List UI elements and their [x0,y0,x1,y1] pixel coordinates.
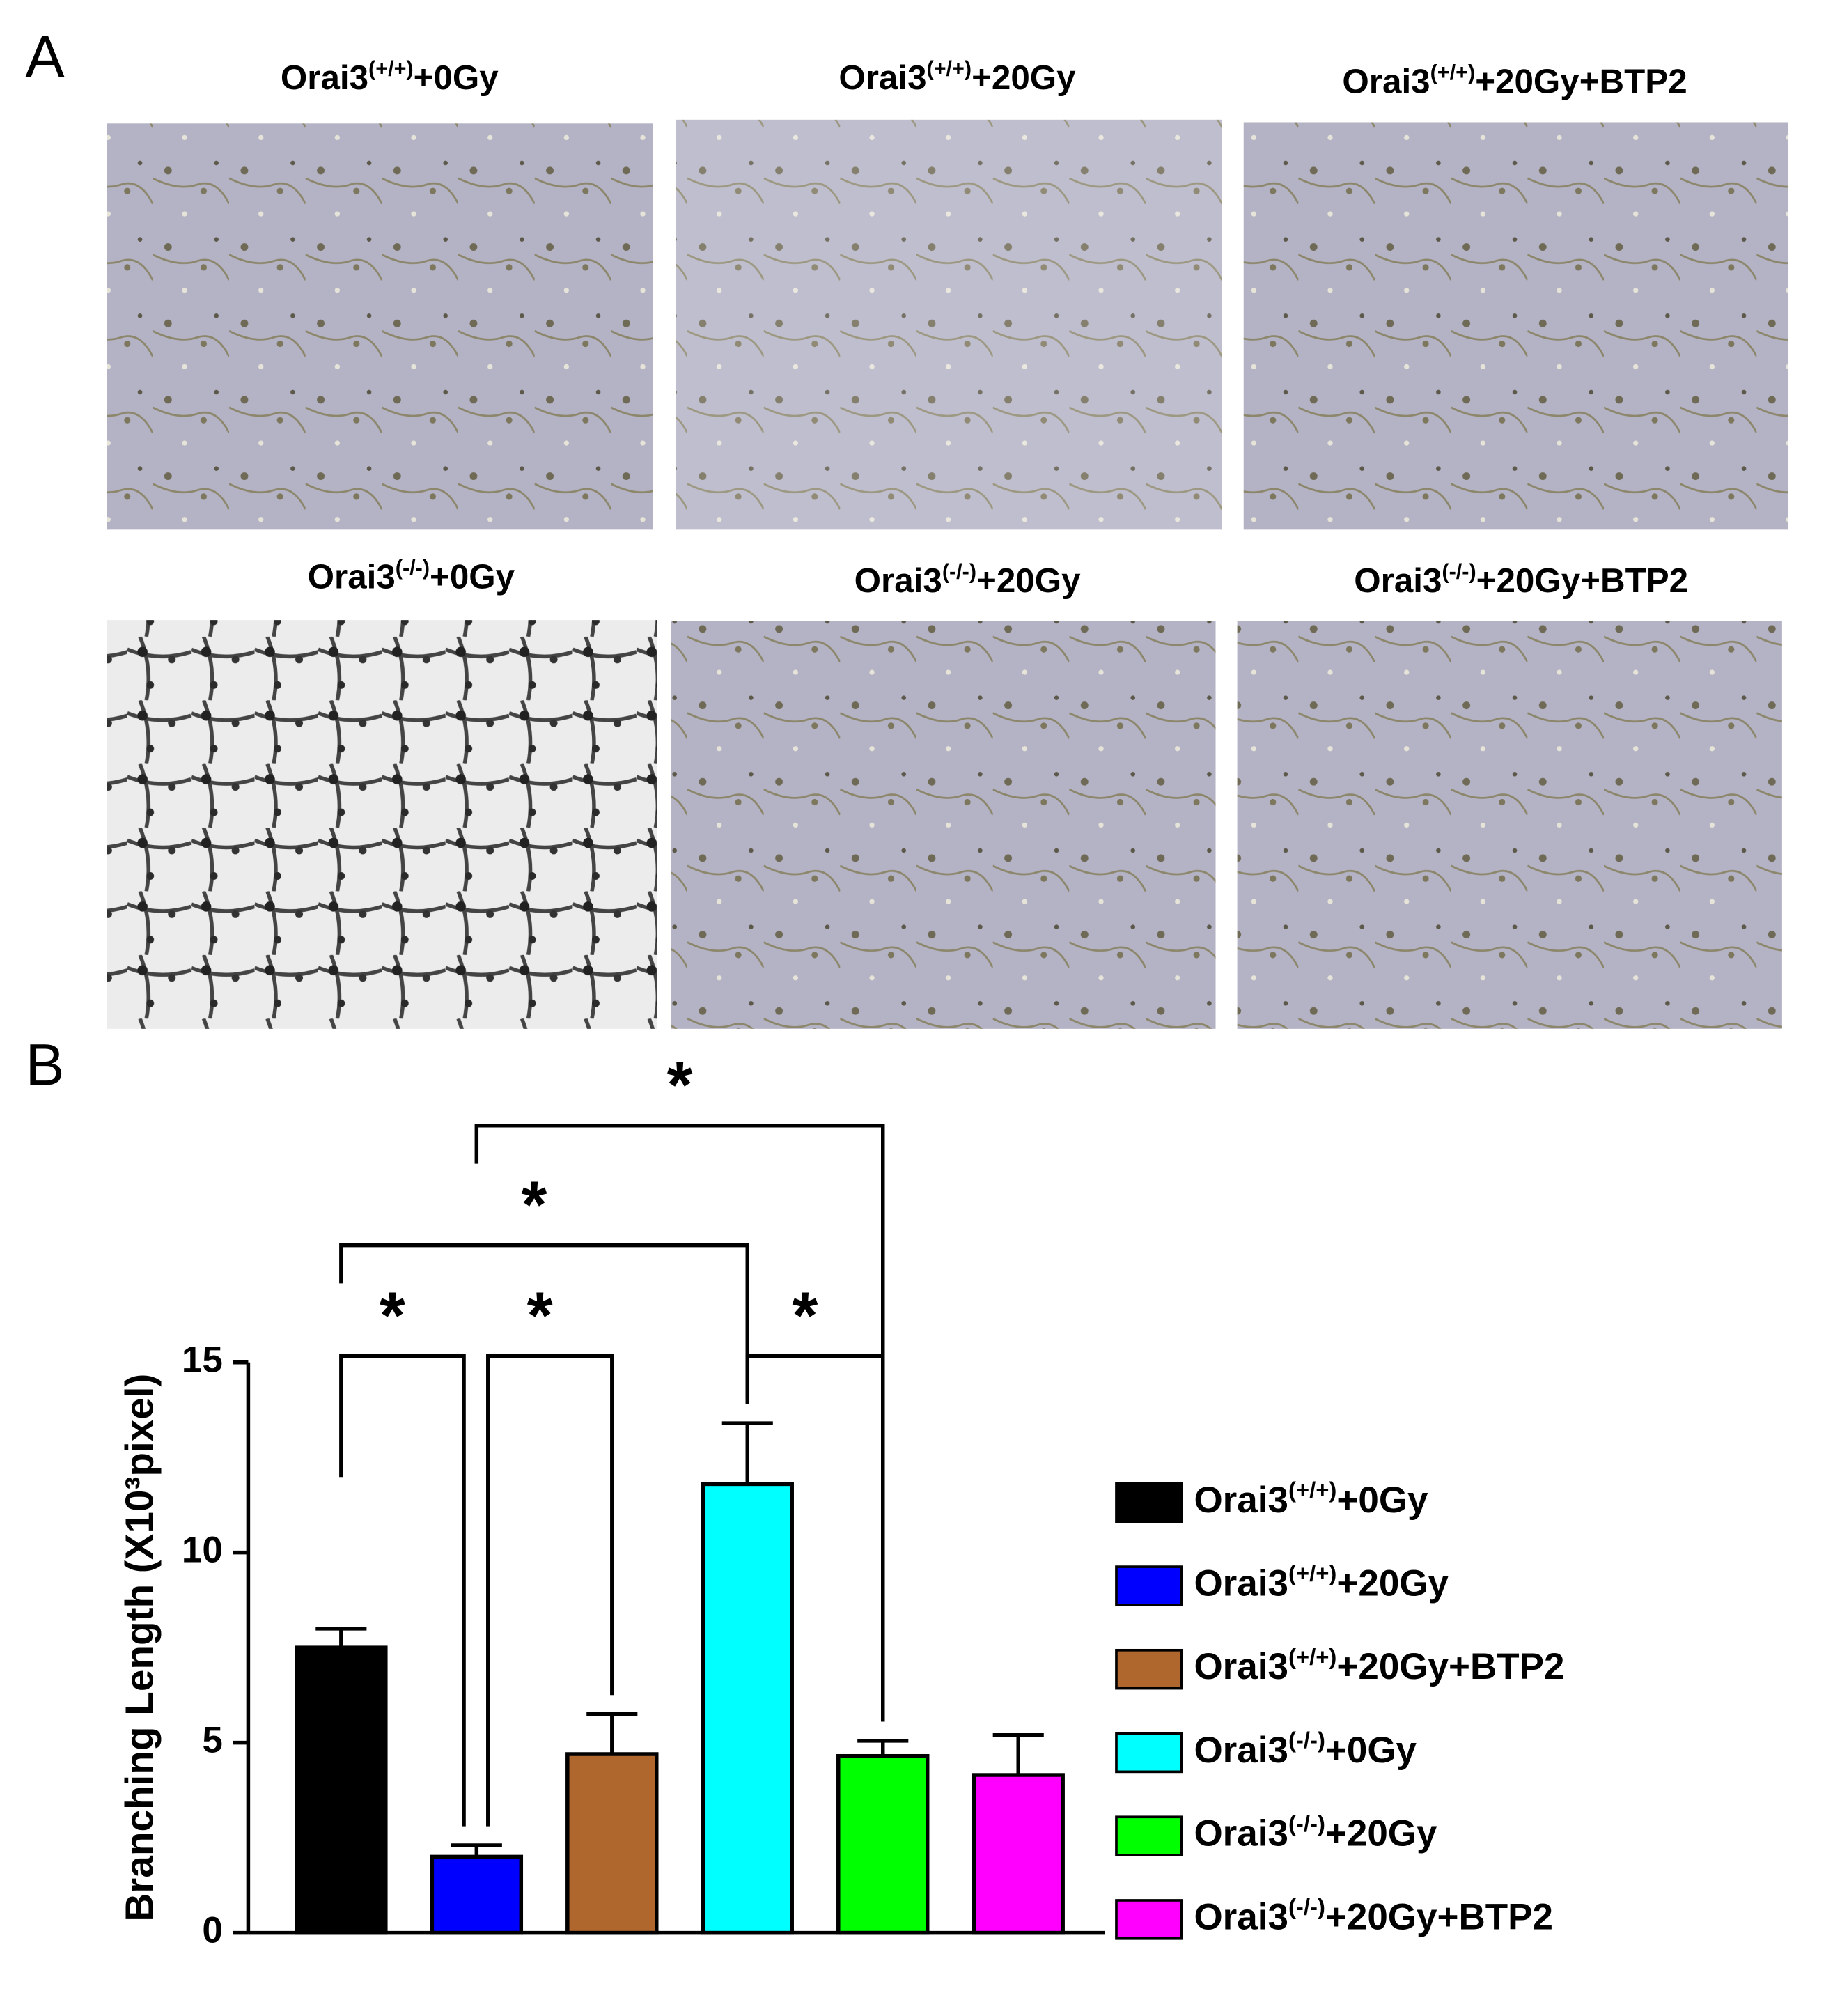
legend-label: Orai3(+/+)+20Gy [1194,1560,1449,1604]
legend-swatch [1115,1565,1183,1606]
text-part: (-/-) [1288,1810,1325,1836]
text-part: +20Gy [1325,1813,1437,1854]
text-part: +20Gy+BTP2 [1336,1646,1564,1687]
significance-label: * [667,1048,693,1122]
micrograph [1237,621,1782,1029]
text-part: Orai3 [1194,1813,1288,1854]
y-tick-label: 5 [202,1720,222,1761]
text-part: Orai3 [281,59,368,97]
legend-label: Orai3(+/+)+20Gy+BTP2 [1194,1643,1564,1687]
image-title: Orai3(-/-)+20Gy+BTP2 [1354,559,1688,600]
text-part: +20Gy [972,59,1076,97]
text-part: +0Gy [1336,1480,1428,1521]
significance-bracket [486,1354,614,1827]
significance-label: * [380,1279,405,1353]
micrograph [676,119,1222,530]
text-part: (+/+) [927,56,972,80]
significance-bracket [339,1243,750,1404]
bar [972,1773,1065,1935]
significance-label: * [521,1168,547,1242]
significance-label: * [792,1279,818,1353]
text-part: +20Gy+BTP2 [1476,561,1688,600]
text-part: Orai3 [1194,1730,1288,1771]
panel-label: A [26,24,65,89]
micrograph [107,620,657,1029]
bar [295,1645,388,1935]
text-part: Orai3 [1194,1563,1288,1604]
micrograph [1243,122,1789,530]
image-title: Orai3(-/-)+0Gy [308,556,515,596]
image-title: Orai3(+/+)+20Gy+BTP2 [1342,61,1687,101]
significance-label: * [527,1279,553,1353]
y-axis-title: Branching Length (X10³pixel) [118,1374,162,1922]
y-tick-label: 0 [202,1910,222,1951]
text-part: Orai3 [1342,63,1430,101]
image-title: Orai3(-/-)+20Gy [855,559,1082,600]
legend-swatch [1115,1648,1183,1690]
text-part: +0Gy [414,59,499,97]
text-part: Orai3 [838,59,926,97]
text-part: (-/-) [1442,559,1476,583]
y-tick-label: 15 [182,1340,223,1381]
text-part: (+/+) [1430,61,1476,84]
text-part: +0Gy [430,558,515,596]
bar [430,1854,524,1935]
image-title: Orai3(+/+)+20Gy [838,56,1076,97]
text-part: +20Gy+BTP2 [1475,63,1687,101]
text-part: Orai3 [1194,1896,1288,1937]
text-part: +20Gy+BTP2 [1325,1896,1553,1937]
legend-label: Orai3(-/-)+0Gy [1194,1727,1417,1771]
image-title: Orai3(+/+)+0Gy [281,56,499,97]
micrograph [107,123,653,530]
legend-label: Orai3(-/-)+20Gy [1194,1810,1437,1854]
text-part: (+/+) [1288,1643,1336,1669]
text-part: (-/-) [396,556,430,580]
legend-swatch [1115,1482,1183,1523]
text-part: Orai3 [1194,1480,1288,1521]
text-part: (-/-) [1288,1727,1325,1753]
text-part: (+/+) [368,56,414,80]
text-part: +0Gy [1325,1730,1417,1771]
panel-a [107,119,1789,1029]
text-part: +20Gy [976,561,1081,600]
text-part: (+/+) [1288,1477,1336,1503]
legend-swatch [1115,1732,1183,1774]
y-tick-label: 10 [182,1530,223,1571]
text-part: (-/-) [1288,1893,1325,1919]
significance-bracket [339,1354,466,1827]
text-part: Orai3 [855,561,942,600]
panel-label: B [26,1032,65,1098]
significance-bracket [474,1124,885,1722]
bar [566,1752,659,1935]
text-part: +20Gy [1336,1563,1449,1604]
text-part: Orai3 [1354,561,1442,600]
bar [836,1753,930,1935]
legend-label: Orai3(+/+)+0Gy [1194,1477,1428,1521]
text-part: Orai3 [308,558,396,596]
legend-swatch [1115,1815,1183,1856]
bar [701,1482,794,1935]
text-part: Orai3 [1194,1646,1288,1687]
micrograph [671,621,1216,1029]
legend-label: Orai3(-/-)+20Gy+BTP2 [1194,1893,1552,1937]
legend-swatch [1115,1899,1183,1940]
text-part: (-/-) [942,559,976,583]
text-part: (+/+) [1288,1560,1336,1585]
